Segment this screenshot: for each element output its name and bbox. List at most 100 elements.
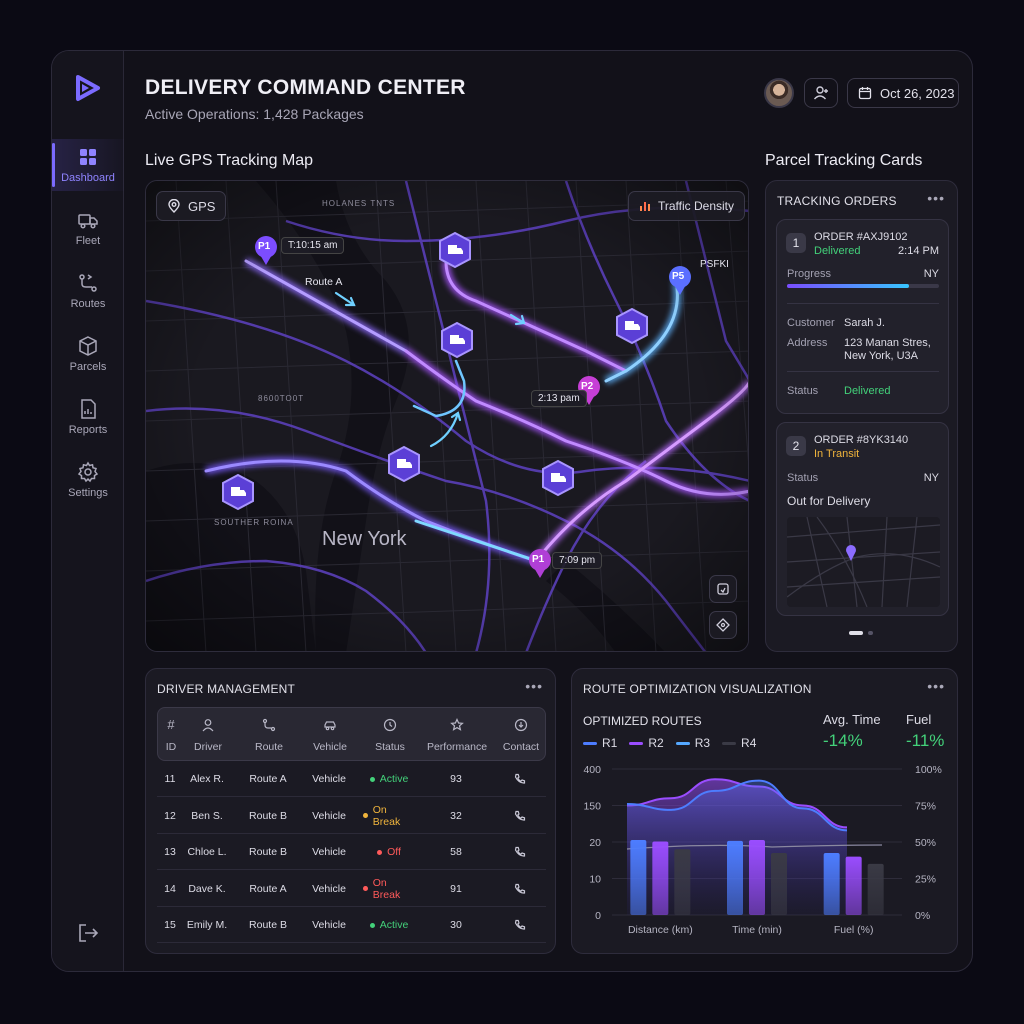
order-id: ORDER #AXJ9102 <box>814 231 908 243</box>
map-section-title: Live GPS Tracking Map <box>145 152 314 169</box>
map-layers-button[interactable] <box>709 575 737 603</box>
map-pin-p1[interactable] <box>255 225 286 265</box>
sidebar-item-settings[interactable]: Settings <box>52 454 124 506</box>
cell-route: Route A <box>249 882 287 895</box>
column-header-route[interactable]: Route <box>243 708 295 762</box>
contact-button[interactable] <box>494 871 546 907</box>
table-row[interactable]: 11 Alex R. Route A Vehicle Active 93 <box>157 761 546 797</box>
kpi-value: -11% <box>906 731 945 750</box>
column-label: ID <box>165 741 177 753</box>
avatar[interactable] <box>764 78 794 108</box>
sidebar-item-parcels[interactable]: Parcels <box>52 328 124 380</box>
column-label: Status <box>375 740 405 753</box>
user-button[interactable] <box>804 78 838 108</box>
page-subtitle: Active Operations: 1,428 Packages <box>145 106 364 122</box>
calendar-icon <box>858 87 872 100</box>
column-header-id[interactable]: # ID <box>158 708 184 762</box>
street-label: SOUTHER ROINA <box>214 518 294 527</box>
legend-item[interactable]: R2 <box>629 736 664 750</box>
truck-icon <box>78 214 98 229</box>
progress-region: NY <box>923 268 939 280</box>
y-tick-label: 10 <box>589 874 601 886</box>
pager-dot[interactable] <box>868 631 873 635</box>
gps-toggle[interactable]: GPS <box>156 191 227 221</box>
status-value: Delivered <box>844 385 891 397</box>
pin-label: P1 <box>532 554 545 565</box>
sidebar: Dashboard Fleet Routes Parcels Reports S… <box>52 51 124 971</box>
table-row[interactable]: 14 Dave K. Route A Vehicle On Break 91 <box>157 871 546 907</box>
table-row[interactable]: 15 Emily M. Route B Vehicle Active 30 <box>157 907 546 943</box>
user-icon <box>202 718 214 731</box>
column-header-contact[interactable]: Contact <box>495 708 547 762</box>
route-optimization-panel: ROUTE OPTIMIZATION VISUALIZATION ••• OPT… <box>571 668 958 954</box>
y-tick-label: 150 <box>583 801 601 813</box>
recenter-button[interactable] <box>709 611 737 639</box>
gps-map[interactable]: P1 P2 P5 P1 T:10:15 am 2:13 pam PSFKI 7:… <box>145 180 749 652</box>
download-circle-icon <box>514 718 528 731</box>
driver-management-panel: DRIVER MANAGEMENT ••• # ID Driver Route … <box>145 668 556 954</box>
order-card[interactable]: 2 ORDER #8YK3140 In Transit Status NY Ou… <box>776 422 949 616</box>
legend-item[interactable]: R3 <box>675 736 710 750</box>
column-header-status[interactable]: Status <box>364 708 416 762</box>
truck-marker[interactable] <box>439 231 471 269</box>
column-header-vehicle[interactable]: Vehicle <box>304 708 356 762</box>
chart-legend: R1 R2 R3 R4 <box>583 736 756 750</box>
car-icon <box>324 720 336 730</box>
truck-marker[interactable] <box>222 473 254 511</box>
traffic-density-toggle[interactable]: Traffic Density <box>628 191 746 221</box>
box-icon <box>79 336 97 356</box>
more-options-icon[interactable]: ••• <box>927 678 945 694</box>
x-tick-label: Distance (km) <box>628 924 693 936</box>
app-logo-icon[interactable] <box>72 73 102 103</box>
more-options-icon[interactable]: ••• <box>525 678 543 694</box>
chart-subtitle: OPTIMIZED ROUTES <box>583 714 702 728</box>
phone-icon <box>514 773 526 784</box>
y-tick-label: 0 <box>595 910 601 922</box>
area-line-r1 <box>626 779 848 832</box>
traffic-density-label: Traffic Density <box>658 199 735 213</box>
cell-driver: Dave K. <box>188 882 226 895</box>
truck-marker[interactable] <box>542 459 574 497</box>
truck-marker[interactable] <box>388 445 420 483</box>
table-row[interactable]: 13 Chloe L. Route B Vehicle Off 58 <box>157 834 546 870</box>
date-picker[interactable]: Oct 26, 2023 <box>847 78 959 108</box>
area-line-r2 <box>626 778 848 829</box>
map-pin-p5[interactable] <box>669 266 691 295</box>
column-header-performance[interactable]: Performance <box>424 708 490 762</box>
legend-item[interactable]: R1 <box>583 736 617 750</box>
contact-button[interactable] <box>494 834 546 870</box>
cell-id: 15 <box>164 919 176 931</box>
sidebar-item-fleet[interactable]: Fleet <box>52 202 124 254</box>
address-label: Address <box>787 337 828 349</box>
order-card[interactable]: 1 ORDER #AXJ9102 Delivered 2:14 PM Progr… <box>776 219 949 414</box>
pin-label: P1 <box>258 241 271 252</box>
mini-map[interactable] <box>787 517 940 607</box>
legend-item[interactable]: R4 <box>722 736 756 750</box>
contact-button[interactable] <box>494 907 546 943</box>
card-pager[interactable] <box>849 631 873 635</box>
cell-driver: Emily M. <box>186 919 228 931</box>
map-canvas[interactable] <box>146 181 749 652</box>
contact-button[interactable] <box>494 761 546 797</box>
truck-marker[interactable] <box>441 321 473 359</box>
sidebar-item-reports[interactable]: Reports <box>52 391 124 443</box>
sidebar-item-routes[interactable]: Routes <box>52 265 124 317</box>
y-tick-label: 400 <box>583 764 601 776</box>
column-label: Contact <box>502 740 540 753</box>
legend-swatch <box>629 742 644 746</box>
truck-marker[interactable] <box>616 307 648 345</box>
status-label: Status <box>787 385 819 397</box>
y2-tick-label: 25% <box>915 874 936 886</box>
sidebar-item-dashboard[interactable]: Dashboard <box>52 139 124 191</box>
sidebar-item-label: Settings <box>68 487 108 499</box>
divider <box>787 303 939 304</box>
phone-icon <box>514 810 526 821</box>
logout-icon[interactable] <box>76 921 100 945</box>
more-options-icon[interactable]: ••• <box>927 190 945 206</box>
column-header-driver[interactable]: Driver <box>182 708 234 762</box>
map-pin-p1b[interactable] <box>529 549 551 578</box>
table-row[interactable]: 12 Ben S. Route B Vehicle On Break 32 <box>157 798 546 834</box>
phone-icon <box>514 846 526 857</box>
pager-dot-active[interactable] <box>849 631 863 635</box>
contact-button[interactable] <box>494 798 546 834</box>
